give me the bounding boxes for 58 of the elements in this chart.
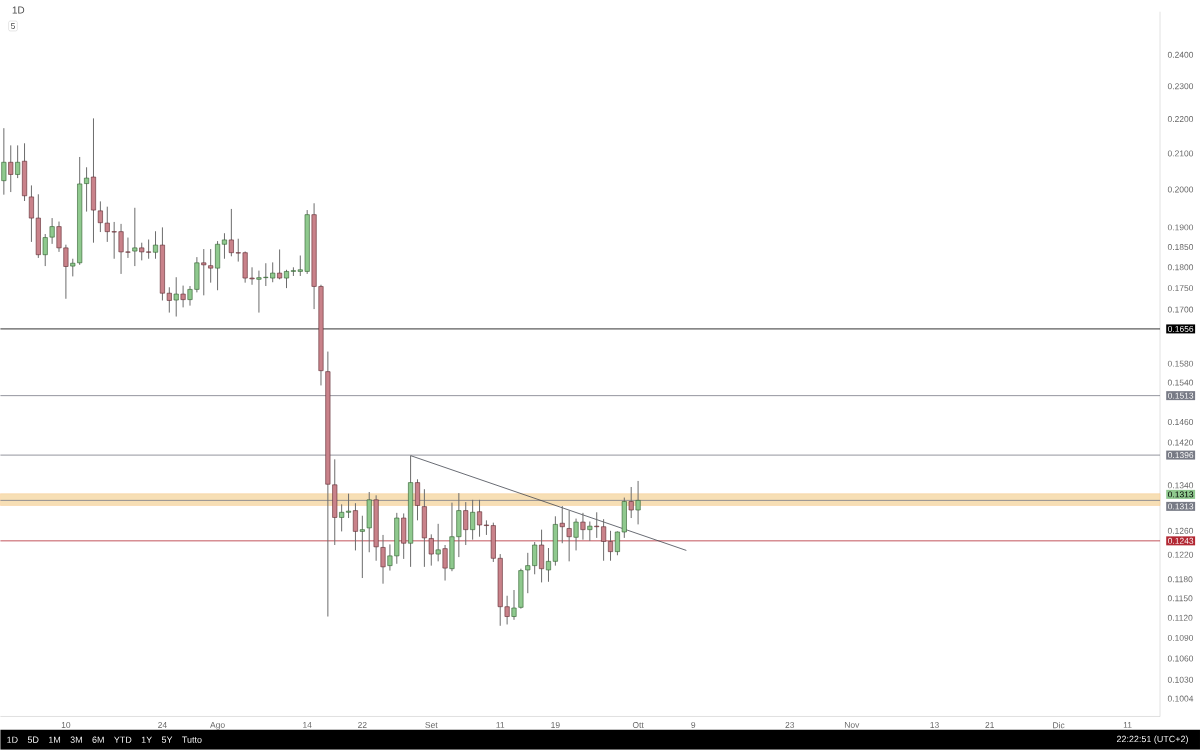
ref-line-label: 0.1243 — [1168, 537, 1194, 544]
y-tick-label: 0.1120 — [1167, 614, 1193, 621]
y-tick-label: 0.1800 — [1167, 264, 1194, 271]
x-tick-label: 11 — [1123, 722, 1132, 728]
y-tick-label: 0.1150 — [1167, 595, 1193, 602]
text: YTD — [114, 736, 132, 743]
x-tick-label: 9 — [691, 722, 696, 729]
text: 1Y — [141, 736, 152, 743]
y-tick-label: 0.1090 — [1167, 635, 1194, 642]
y-tick-label: 0.1260 — [1167, 527, 1194, 534]
y-tick-label: 0.1030 — [1167, 676, 1194, 683]
y-tick-label: 0.1060 — [1167, 655, 1194, 662]
text: 5Y — [161, 736, 173, 743]
y-tick-label: 0.2100 — [1167, 150, 1194, 157]
text: 3M — [70, 736, 82, 744]
x-tick-label: 24 — [158, 722, 167, 729]
ref-line-label: 0.1313 — [1168, 503, 1194, 510]
text: 5 — [10, 23, 15, 30]
y-tick-label: 0.2200 — [1167, 116, 1194, 123]
x-tick-label: Ott — [632, 722, 644, 729]
text: Tutto — [182, 736, 202, 743]
y-tick-label: 0.2000 — [1167, 186, 1194, 193]
x-tick-label: 11 — [496, 722, 505, 728]
x-tick-label: 21 — [985, 722, 994, 729]
y-tick-label: 0.1340 — [1167, 482, 1194, 489]
ref-line-label: 0.1396 — [1168, 452, 1194, 459]
x-tick-label: Set — [425, 722, 438, 729]
x-tick-label: 19 — [551, 722, 560, 729]
y-tick-label: 0.1540 — [1167, 379, 1194, 386]
y-tick-label: 0.1900 — [1167, 224, 1194, 231]
text: 1M — [49, 736, 61, 743]
x-tick-label: Ago — [210, 722, 225, 730]
x-tick-label: 10 — [61, 722, 71, 729]
y-tick-label: 0.2400 — [1167, 51, 1194, 58]
y-tick-label: 0.2300 — [1167, 83, 1194, 90]
y-tick-label: 0.1460 — [1167, 419, 1194, 426]
x-tick-label: 22 — [358, 722, 367, 729]
chart-title: 1D — [12, 6, 25, 14]
y-tick-label: 0.1180 — [1167, 576, 1193, 583]
text: 0.1313 — [1168, 491, 1194, 498]
y-tick-label: 0.1580 — [1167, 360, 1194, 367]
y-tick-label: 0.1750 — [1167, 285, 1194, 292]
y-tick-label: 0.1850 — [1167, 244, 1194, 251]
text: 5D — [27, 736, 39, 743]
y-tick-label: 0.1420 — [1167, 439, 1194, 446]
ref-line-label: 0.1656 — [1168, 326, 1194, 333]
y-tick-label: 0.1700 — [1167, 306, 1194, 313]
text: 1D — [7, 736, 18, 743]
y-tick-label: 0.1220 — [1167, 551, 1194, 558]
x-tick-label: 23 — [785, 722, 795, 729]
text: 22:22:51 (UTC+2) — [1116, 735, 1188, 745]
x-tick-label: 14 — [303, 722, 312, 728]
y-tick-label: 0.1004 — [1167, 695, 1194, 702]
x-tick-label: 13 — [930, 722, 939, 729]
x-tick-label: Nov — [844, 722, 860, 729]
ref-line-label: 0.1513 — [1168, 392, 1194, 399]
x-tick-label: Dic — [1053, 722, 1065, 729]
text: 6M — [92, 736, 104, 744]
